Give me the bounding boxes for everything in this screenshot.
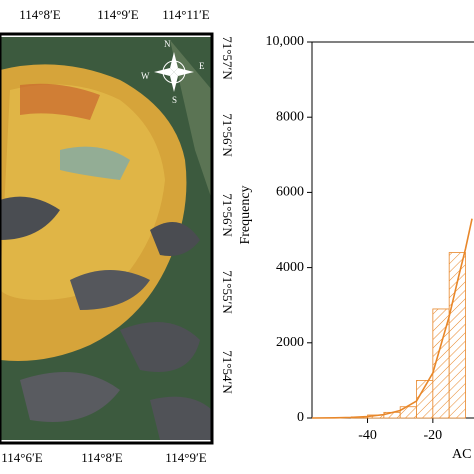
map: N E S W [0, 37, 212, 440]
fit-curve [311, 218, 473, 419]
y-tick-label: 10,000 [266, 34, 305, 49]
map-right-label: 71°55′N [220, 270, 235, 314]
compass: N E S W [141, 39, 205, 105]
x-tick-label: -20 [424, 428, 443, 443]
y-tick-label: 2000 [276, 335, 304, 350]
map-right-label: 71°56′N [220, 113, 235, 157]
map-bottom-label: 114°8′E [81, 450, 123, 465]
x-axis-label: AC [452, 447, 471, 462]
map-top-label: 114°9′E [97, 7, 139, 22]
x-tick-label: -40 [358, 428, 377, 443]
compass-label: W [141, 71, 150, 81]
map-right-label: 71°57′N [220, 36, 235, 80]
y-tick-label: 4000 [276, 260, 304, 275]
compass-label: N [164, 39, 171, 49]
map-right-label: 71°54′N [220, 350, 235, 394]
y-tick-label: 6000 [276, 185, 304, 200]
map-frame [0, 32, 214, 445]
map-top-label: 114°8′E [19, 7, 61, 22]
map-top-label: 114°11′E [162, 7, 210, 22]
y-tick-label: 8000 [276, 109, 304, 124]
map-bottom-label: 114°9′E [165, 450, 207, 465]
compass-label: E [199, 61, 205, 71]
bar [448, 252, 466, 419]
y-axis-label: Frequency [238, 185, 253, 244]
map-bottom-label: 114°6′E [1, 450, 43, 465]
compass-label: S [172, 95, 177, 105]
y-tick-label: 0 [297, 410, 304, 425]
map-right-label: 71°56′N [220, 193, 235, 237]
